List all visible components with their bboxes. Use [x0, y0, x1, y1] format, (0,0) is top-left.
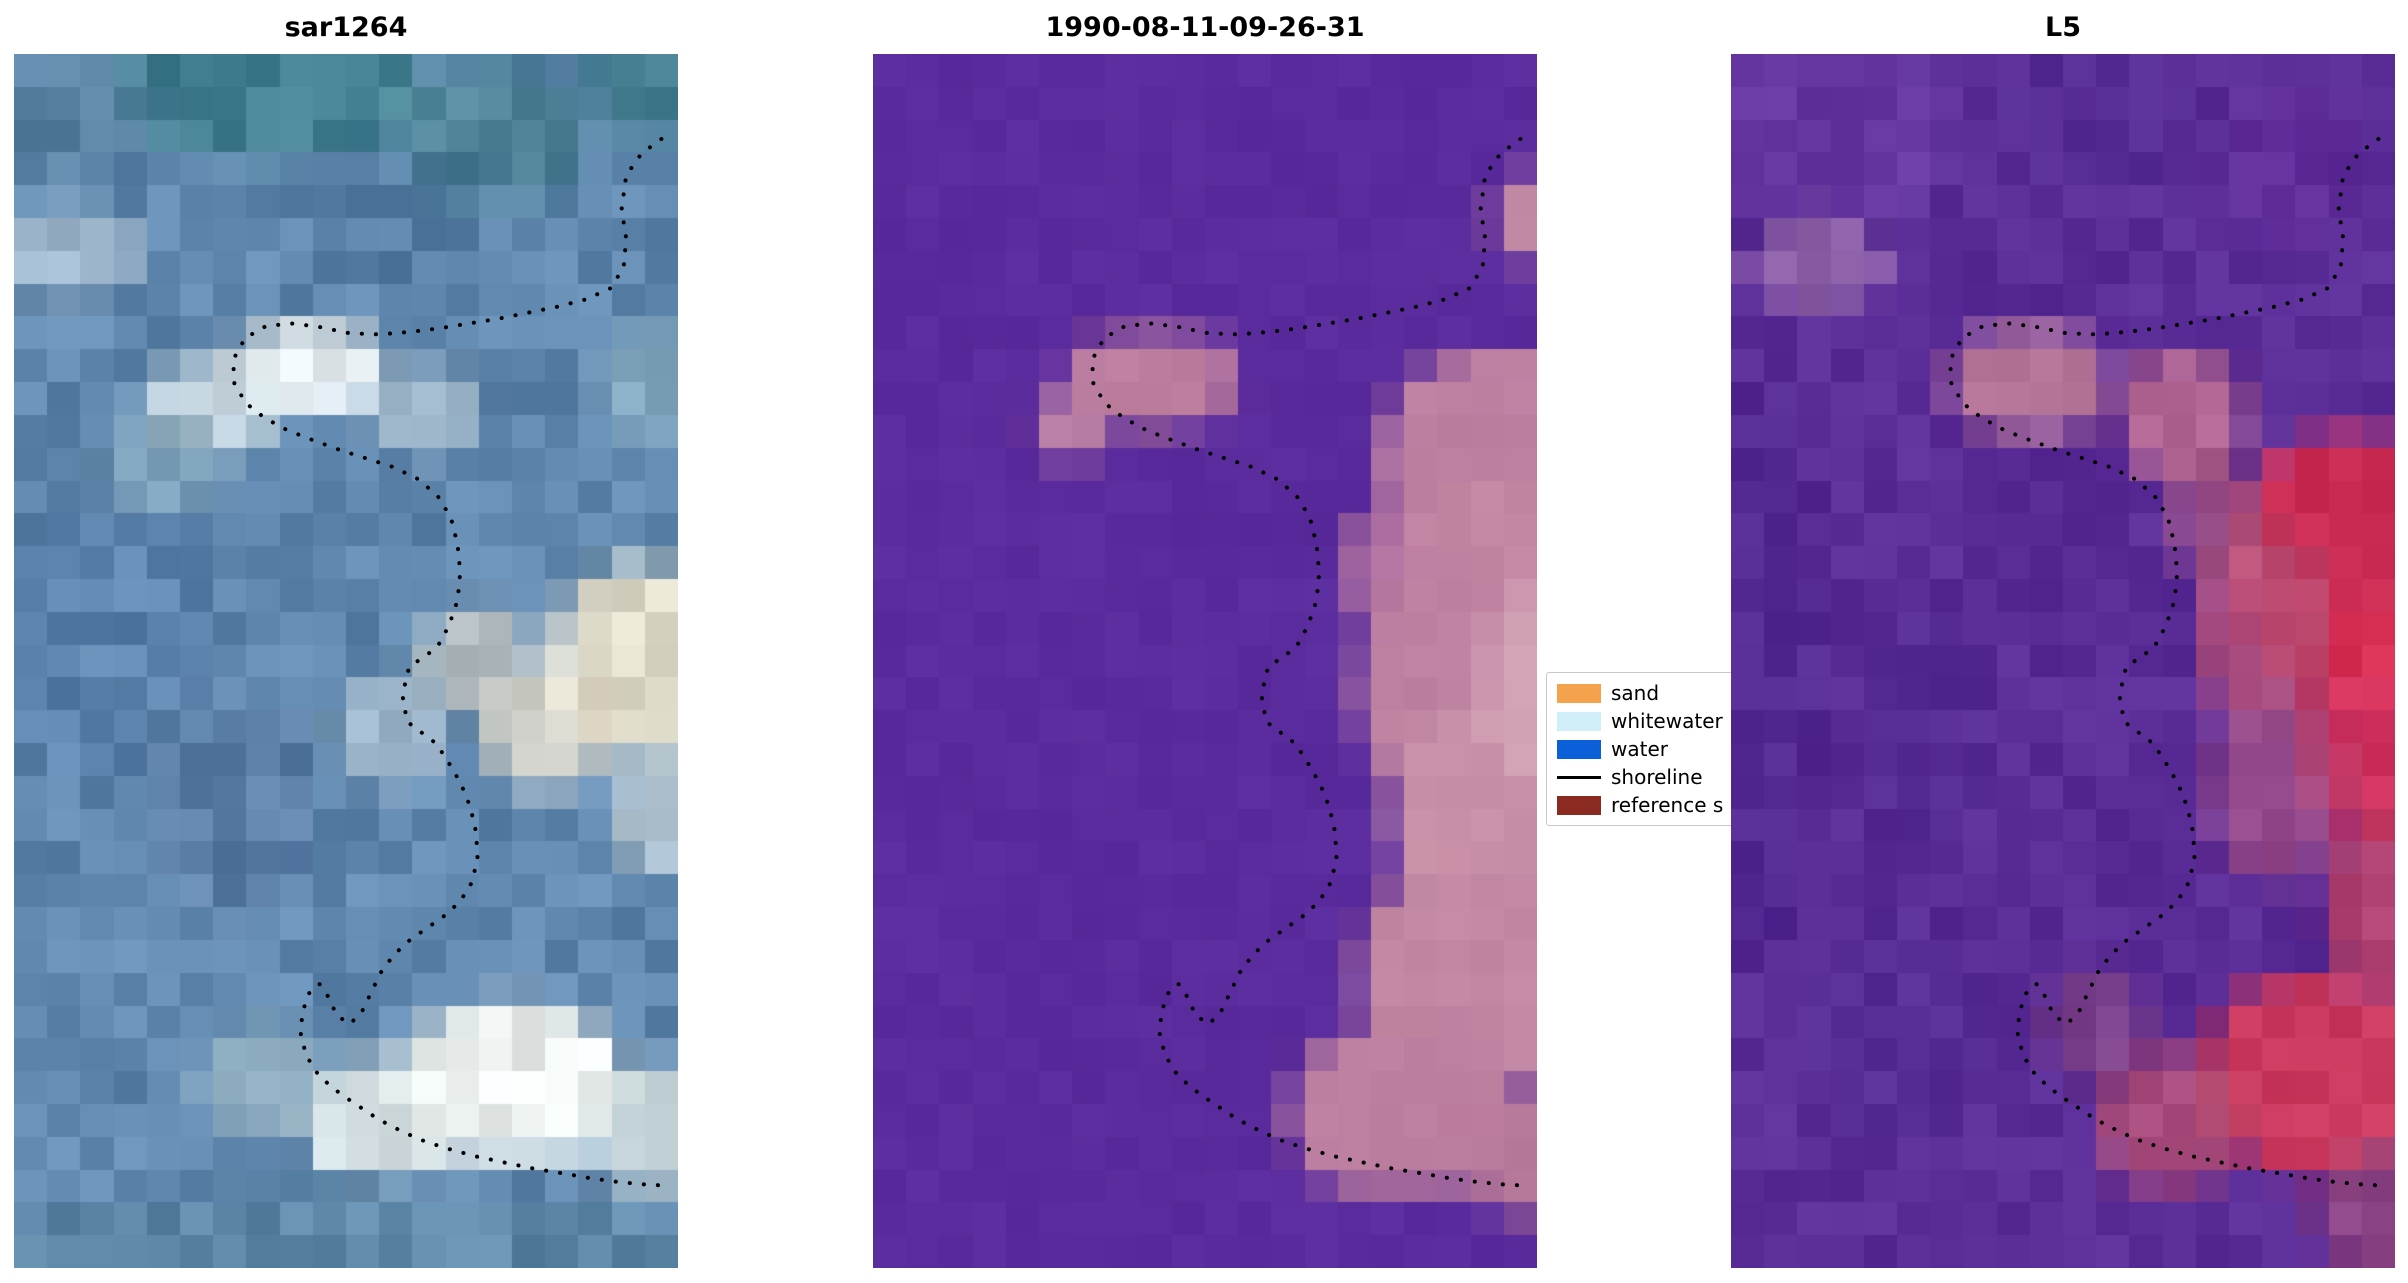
panel-title-sar1264: sar1264 — [284, 12, 408, 43]
panel-title-l5: L5 — [2045, 12, 2081, 43]
legend-label: sand — [1611, 681, 1660, 705]
legend-color-swatch — [1557, 683, 1601, 703]
shoreline-overlay — [1090, 137, 1523, 1188]
panel-sar1264: sar1264 — [14, 0, 678, 1283]
sar-image-canvas — [14, 54, 678, 1268]
legend-color-swatch — [1557, 711, 1601, 731]
panel-l5: L5 — [1731, 0, 2395, 1283]
shoreline-overlay — [1948, 137, 2381, 1188]
sar-image — [14, 54, 678, 1268]
classified-image — [873, 54, 1537, 1268]
legend-item: shoreline — [1557, 763, 1767, 791]
legend-color-swatch — [1557, 739, 1601, 759]
legend-item: sand — [1557, 679, 1767, 707]
l5-image — [1731, 54, 2395, 1268]
legend-label: reference s — [1611, 793, 1724, 817]
legend-label: water — [1611, 737, 1668, 761]
legend-label: whitewater — [1611, 709, 1723, 733]
legend-color-swatch — [1557, 795, 1601, 815]
l5-image-canvas — [1731, 54, 2395, 1268]
panel-classified: 1990-08-11-09-26-31 — [873, 0, 1537, 1283]
legend-line-swatch — [1557, 775, 1601, 779]
legend-label: shoreline — [1611, 765, 1703, 789]
panel-title-date: 1990-08-11-09-26-31 — [1045, 12, 1365, 43]
shoreline-overlay — [231, 137, 664, 1188]
legend-item: reference s — [1557, 791, 1767, 819]
legend-item: water — [1557, 735, 1767, 763]
classified-image-canvas — [873, 54, 1537, 1268]
legend-item: whitewater — [1557, 707, 1767, 735]
